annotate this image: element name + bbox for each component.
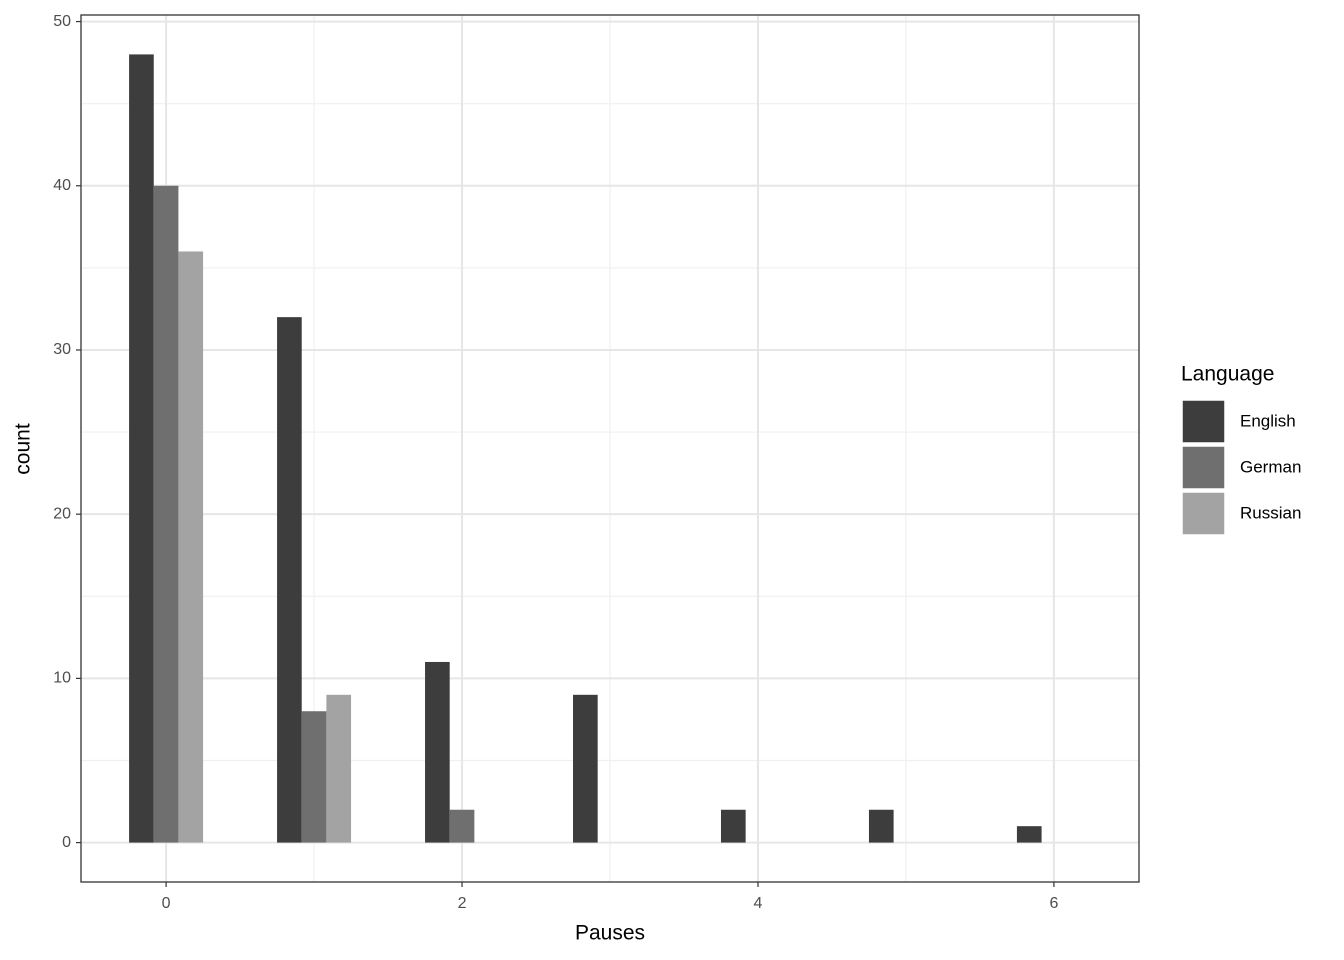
legend-label: German xyxy=(1240,457,1301,476)
y-tick-label: 40 xyxy=(53,177,71,194)
y-axis-title: count xyxy=(12,423,35,475)
legend-label: Russian xyxy=(1240,503,1301,522)
legend-key xyxy=(1181,491,1226,536)
x-tick-label: 4 xyxy=(754,895,763,912)
legend-key xyxy=(1181,399,1226,444)
y-tick-label: 30 xyxy=(53,341,71,358)
legend-key xyxy=(1181,445,1226,490)
bar xyxy=(326,694,352,843)
bar xyxy=(573,694,598,843)
y-tick-label: 0 xyxy=(62,834,71,851)
bar xyxy=(153,185,179,843)
y-tick-label: 50 xyxy=(53,13,71,30)
bar xyxy=(301,711,327,843)
y-tick-label: 20 xyxy=(53,505,71,522)
bar xyxy=(129,54,154,843)
x-tick-label: 0 xyxy=(162,895,171,912)
x-tick-label: 6 xyxy=(1049,895,1058,912)
bar xyxy=(720,809,746,843)
bar xyxy=(1016,826,1042,843)
legend-label: English xyxy=(1240,411,1296,430)
x-tick-label: 2 xyxy=(458,895,467,912)
bar xyxy=(449,809,475,843)
bar xyxy=(277,317,302,843)
x-axis-title: Pauses xyxy=(575,922,645,945)
bar xyxy=(425,661,450,843)
bar xyxy=(868,809,894,843)
legend-title: Language xyxy=(1181,363,1274,386)
bar xyxy=(178,251,204,843)
y-tick-label: 10 xyxy=(53,670,71,687)
plot-border xyxy=(80,14,1140,883)
